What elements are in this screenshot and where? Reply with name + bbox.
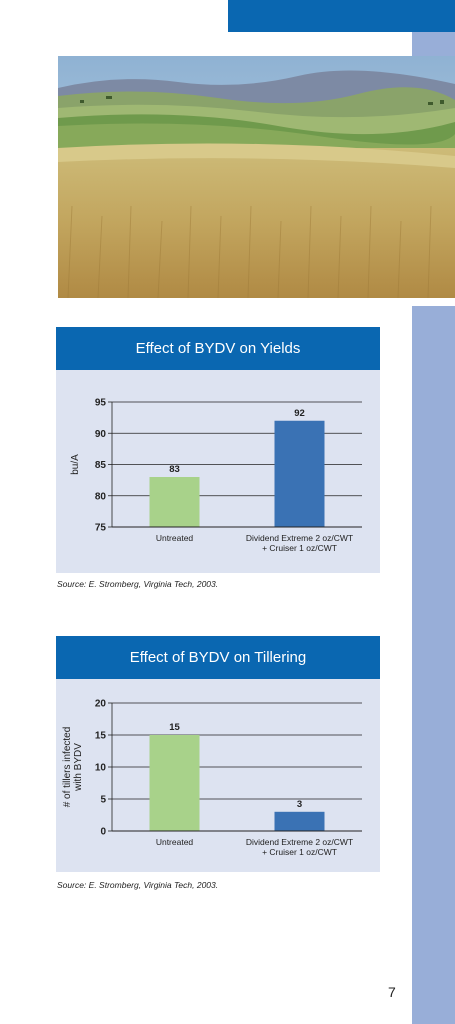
data-label: 92 [294,408,305,419]
bar [149,735,200,831]
y-tick-label: 95 [95,398,107,409]
y-tick-label: 75 [95,523,107,534]
y-tick-label: 15 [95,731,107,742]
y-tick-label: 90 [95,429,107,440]
bar [274,811,325,831]
header-accent-bar [228,0,455,32]
chart-title: Effect of BYDV on Yields [56,327,380,370]
bar [149,477,200,527]
chart-title: Effect of BYDV on Tillering [56,636,380,679]
tillering-chart-panel: Effect of BYDV on Tillering 0 5 10 15 20 # of… [56,636,380,872]
yield-bar-chart: 75 80 85 90 95 bu/A 83 Untreated 92 Dividend Extr… [70,398,362,553]
y-tick-label: 85 [95,460,107,471]
y-tick-label: 5 [100,795,106,806]
yield-chart-panel: Effect of BYDV on Yields 75 80 85 90 95 bu/A 8… [56,327,380,573]
x-category-label: Untreated [156,533,194,543]
chart-body: 75 80 85 90 95 bu/A 83 Untreated 92 Dividend Extr… [56,370,380,573]
y-tick-label: 80 [95,491,107,502]
page-number: 7 [388,984,396,1000]
y-axis-label: bu/A [70,454,81,475]
tillering-bar-chart: 0 5 10 15 20 # of tillers infectedwith BYDV 15… [62,699,362,857]
y-axis-label: # of tillers infectedwith BYDV [62,727,84,808]
y-tick-label: 10 [95,763,107,774]
chart-body: 0 5 10 15 20 # of tillers infectedwith BYDV 15… [56,679,380,872]
source-note: Source: E. Stromberg, Virginia Tech, 200… [57,880,219,890]
x-category-label: Dividend Extreme 2 oz/CWT [246,837,353,847]
x-category-label: Untreated [156,837,194,847]
wheat-field-photo [58,56,455,298]
data-label: 83 [169,464,180,475]
y-tick-label: 20 [95,699,107,710]
x-category-label: + Cruiser 1 oz/CWT [262,543,337,553]
data-label: 15 [169,722,180,733]
x-category-label: + Cruiser 1 oz/CWT [262,847,337,857]
data-label: 3 [297,799,302,810]
bar [274,420,325,527]
x-category-label: Dividend Extreme 2 oz/CWT [246,533,353,543]
y-tick-label: 0 [100,827,106,838]
source-note: Source: E. Stromberg, Virginia Tech, 200… [57,579,219,589]
